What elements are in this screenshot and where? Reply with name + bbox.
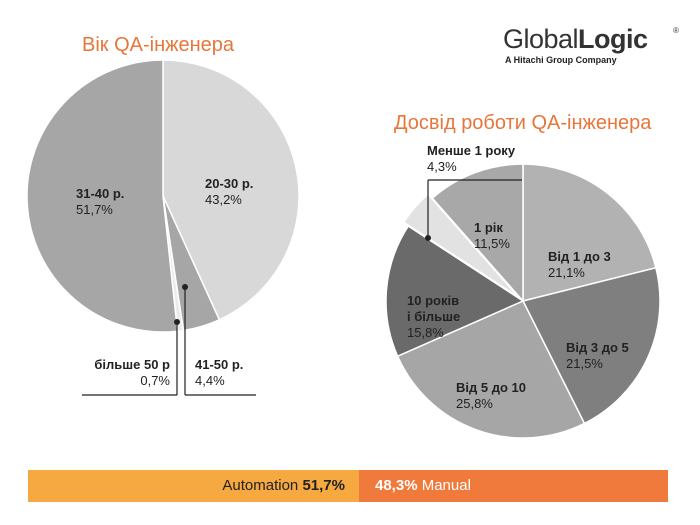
experience-pie: [385, 163, 661, 439]
registered-mark: ®: [673, 26, 679, 35]
label-less-1-year: Менше 1 року 4,3%: [427, 143, 516, 174]
leader-50plus-dot: [174, 319, 180, 325]
chart-title-experience: Досвід роботи QA-інженера: [394, 112, 652, 134]
age-slice-0: [162, 59, 300, 321]
chart-title-age: Вік QA-інженера: [82, 34, 235, 56]
leader-less1-dot: [425, 235, 431, 241]
label-10-plus: 10 років і більше 15,8%: [407, 293, 461, 340]
leader-41-50-dot: [182, 284, 188, 290]
experience-slice-5: [431, 163, 524, 303]
experience-slice-3: [385, 225, 525, 358]
age-pie: [26, 59, 300, 333]
experience-slice-2: [396, 300, 586, 439]
automation-segment: Automation 51,7%: [28, 470, 359, 502]
label-31-40: 31-40 р. 51,7%: [76, 186, 125, 217]
manual-text: 48,3% Manual: [375, 477, 471, 494]
label-41-50: 41-50 р. 4,4%: [195, 357, 244, 388]
automation-text: Automation 51,7%: [222, 477, 345, 494]
logo-tagline: A Hitachi Group Company: [505, 55, 617, 65]
label-1-to-3: Від 1 до 3 21,1%: [548, 249, 611, 280]
globallogic-logo: GlobalLogic A Hitachi Group Company: [503, 24, 648, 65]
experience-slice-1: [521, 266, 661, 425]
label-1-year: 1 рік 11,5%: [474, 220, 510, 251]
label-3-to-5: Від 3 до 5 21,5%: [566, 340, 629, 371]
experience-slice-0: [522, 163, 657, 302]
age-slice-3: [26, 59, 179, 333]
label-5-to-10: Від 5 до 10 25,8%: [456, 380, 526, 411]
label-20-30: 20-30 р. 43,2%: [205, 176, 254, 207]
label-50-plus: більше 50 р 0,7%: [94, 357, 170, 388]
leader-lines: [82, 179, 522, 396]
manual-segment: 48,3% Manual: [359, 470, 668, 502]
automation-manual-bar: Automation 51,7% 48,3% Manual: [28, 470, 668, 502]
